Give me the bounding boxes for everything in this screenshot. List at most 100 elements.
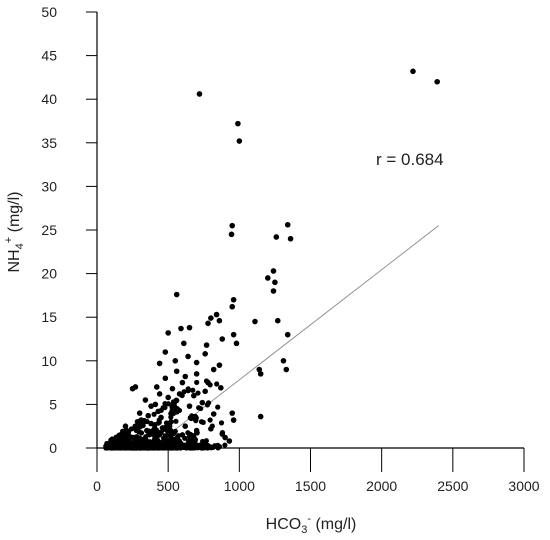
data-point (176, 391, 183, 397)
data-point (208, 315, 214, 321)
y-tick-label: 10 (41, 353, 57, 369)
data-point (196, 405, 202, 411)
data-point (215, 404, 221, 410)
data-point (132, 384, 139, 390)
data-point (156, 419, 162, 425)
data-point (169, 385, 176, 392)
data-point (213, 311, 220, 318)
data-point (273, 234, 280, 240)
x-tick-label: 500 (156, 478, 180, 494)
y-tick-label: 5 (49, 396, 57, 412)
data-point (198, 419, 205, 425)
data-point (196, 91, 203, 97)
data-point (136, 441, 143, 448)
data-point (257, 413, 264, 420)
data-point (192, 413, 199, 420)
data-point (230, 331, 237, 338)
data-point (138, 417, 144, 423)
data-point (148, 403, 154, 409)
data-point (152, 401, 159, 408)
data-point (148, 420, 154, 427)
data-point (119, 438, 126, 444)
data-point (256, 366, 263, 373)
data-point (125, 429, 132, 436)
data-point (165, 394, 171, 401)
data-point (151, 432, 157, 438)
x-tick-label: 0 (93, 478, 101, 494)
data-point (216, 317, 223, 324)
data-point (153, 439, 160, 446)
data-point (233, 340, 240, 347)
y-tick-label: 45 (41, 48, 57, 64)
data-point (172, 438, 179, 444)
data-point (185, 353, 191, 360)
data-point (252, 318, 258, 325)
data-point (229, 303, 236, 310)
data-point (162, 436, 169, 443)
data-point (208, 426, 214, 432)
data-point (176, 444, 183, 450)
data-point (171, 430, 177, 436)
data-point (284, 221, 291, 228)
data-point (265, 275, 271, 281)
data-point (173, 418, 179, 424)
data-point (236, 138, 243, 144)
data-point (136, 410, 143, 416)
data-point (137, 424, 143, 430)
data-point (205, 400, 212, 406)
data-point (144, 427, 150, 434)
data-point (218, 420, 225, 426)
data-point (280, 358, 287, 364)
data-point (156, 360, 163, 367)
data-point (230, 296, 237, 303)
data-point (158, 414, 164, 421)
data-point (186, 324, 193, 331)
data-point (216, 362, 223, 368)
data-point (168, 419, 174, 425)
data-point (172, 358, 179, 364)
data-point (195, 390, 201, 396)
data-point (214, 381, 220, 387)
data-point (270, 268, 277, 274)
data-point (173, 368, 180, 375)
data-point (228, 231, 235, 238)
data-point (186, 433, 192, 440)
x-tick-label: 2500 (437, 478, 468, 494)
data-point (182, 373, 189, 380)
data-point (434, 78, 440, 85)
data-point (192, 439, 198, 445)
y-tick-label: 35 (41, 135, 57, 151)
data-point (186, 403, 193, 409)
data-point (163, 420, 170, 426)
x-tick-label: 3000 (508, 478, 539, 494)
data-point (191, 434, 197, 440)
data-point (155, 408, 162, 415)
data-point (165, 401, 172, 407)
data-point (157, 429, 163, 436)
data-point (115, 440, 122, 447)
data-point (159, 425, 166, 431)
data-point (284, 331, 291, 338)
y-tick-label: 0 (49, 440, 57, 456)
data-point (215, 442, 221, 448)
y-tick-label: 15 (41, 309, 57, 325)
data-point (156, 391, 163, 397)
data-point (181, 389, 187, 395)
data-point (165, 330, 171, 336)
plot-area (103, 68, 440, 451)
data-point (205, 320, 211, 327)
data-point (410, 68, 416, 75)
data-point (222, 442, 228, 448)
data-point (164, 424, 170, 430)
data-point (151, 411, 157, 417)
data-point (132, 426, 139, 432)
data-point (186, 440, 193, 447)
data-point (203, 438, 209, 444)
data-point (179, 379, 186, 386)
data-point (178, 325, 184, 332)
y-axis-title: NH4+ (mg/l) (3, 192, 26, 273)
data-point (199, 399, 206, 406)
x-tick-label: 1500 (295, 478, 326, 494)
y-tick-label: 40 (41, 91, 57, 107)
data-point (205, 379, 211, 386)
